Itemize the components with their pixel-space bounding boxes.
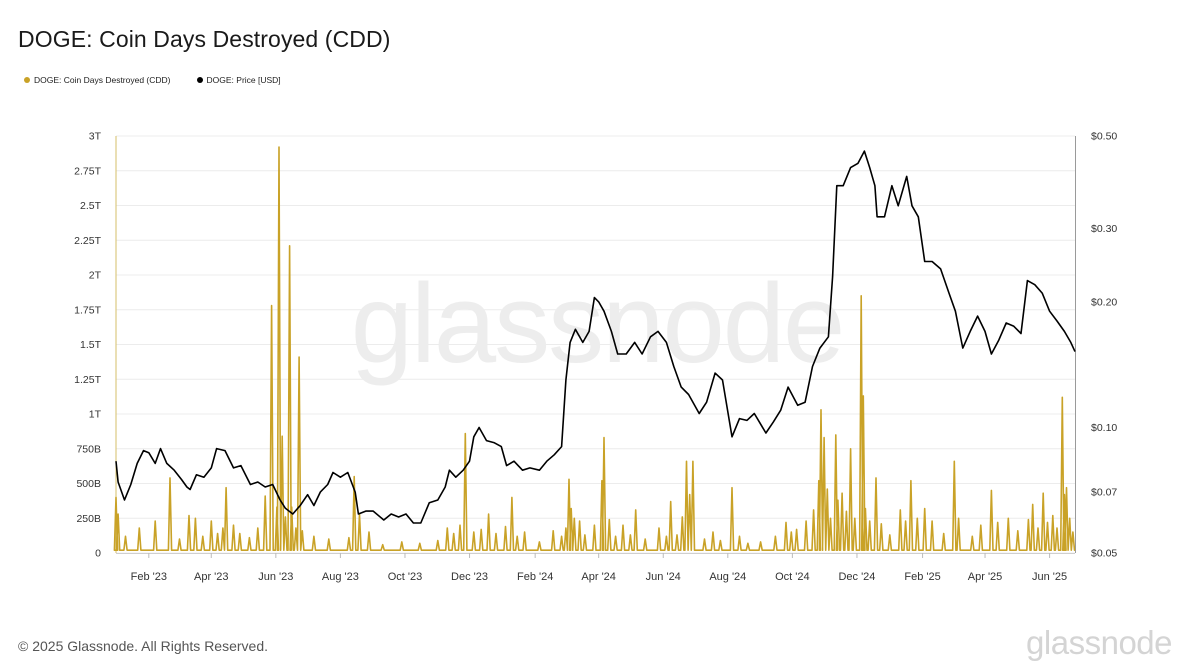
series-line-cdd <box>113 146 1076 552</box>
left-tick-label: 2.25T <box>74 235 101 247</box>
grid-lines <box>115 135 1076 554</box>
left-axis-ticks: 0 250B 500B 750B 1T 1.25T 1.5T 1.75T 2T 2.25T 2.5T… <box>74 131 101 560</box>
x-tick-label: Apr '24 <box>581 571 616 583</box>
right-tick-label: $0.05 <box>1091 548 1117 560</box>
left-tick-label: 2.75T <box>74 165 101 177</box>
x-tick-label: Jun '23 <box>258 571 293 583</box>
legend-item-price[interactable]: DOGE: Price [USD] <box>196 75 281 85</box>
x-tick-label: Aug '24 <box>709 571 746 583</box>
x-tick-label: Apr '25 <box>968 571 1003 583</box>
legend-item-cdd[interactable]: DOGE: Coin Days Destroyed (CDD) <box>24 75 171 85</box>
x-tick-label: Apr '23 <box>194 571 229 583</box>
x-tick-label: Feb '25 <box>904 571 940 583</box>
right-tick-label: $0.07 <box>1091 487 1117 499</box>
left-tick-label: 500B <box>76 478 101 490</box>
right-tick-label: $0.20 <box>1091 296 1117 308</box>
left-tick-label: 1.75T <box>74 304 101 316</box>
left-tick-label: 1T <box>89 409 102 421</box>
left-tick-label: 250B <box>76 513 101 525</box>
left-tick-label: 0 <box>95 548 101 560</box>
copyright-text: © 2025 Glassnode. All Rights Reserved. <box>18 638 269 654</box>
right-tick-label: $0.30 <box>1091 223 1117 235</box>
x-tick-label: Feb '23 <box>131 571 167 583</box>
x-tick-label: Oct '24 <box>775 571 810 583</box>
x-tick-label: Feb '24 <box>517 571 553 583</box>
legend-label-cdd: DOGE: Coin Days Destroyed (CDD) <box>34 75 171 85</box>
x-tick-label: Dec '24 <box>838 571 875 583</box>
series-line-price <box>115 150 1076 524</box>
left-tick-label: 3T <box>89 131 102 143</box>
chart-title: DOGE: Coin Days Destroyed (CDD) <box>18 26 391 52</box>
left-tick-label: 2T <box>89 270 102 282</box>
legend-label-price: DOGE: Price [USD] <box>206 75 281 85</box>
right-tick-label: $0.50 <box>1091 131 1117 143</box>
x-tick-label: Dec '23 <box>451 571 488 583</box>
left-tick-label: 2.5T <box>80 200 102 212</box>
watermark: glassnode <box>351 261 844 386</box>
x-tick-label: Jun '25 <box>1032 571 1067 583</box>
left-tick-label: 1.5T <box>80 339 102 351</box>
legend-swatch-price <box>196 77 203 83</box>
left-tick-label: 750B <box>76 443 101 455</box>
legend: DOGE: Coin Days Destroyed (CDD) DOGE: Pr… <box>24 75 281 85</box>
x-tick-label: Aug '23 <box>322 571 359 583</box>
x-tick-label: Oct '23 <box>388 571 423 583</box>
right-tick-label: $0.10 <box>1091 422 1117 434</box>
right-axis-ticks: $0.05 $0.07 $0.10 $0.20 $0.30 $0.50 <box>1091 131 1117 560</box>
brand-logo-text: glassnode <box>1026 624 1172 661</box>
x-tick-label: Jun '24 <box>646 571 681 583</box>
legend-swatch-cdd <box>24 77 30 83</box>
x-axis-ticks: Feb '23 Apr '23 Jun '23 Aug '23 Oct '23 Dec '… <box>131 553 1067 583</box>
left-tick-label: 1.25T <box>74 374 101 386</box>
